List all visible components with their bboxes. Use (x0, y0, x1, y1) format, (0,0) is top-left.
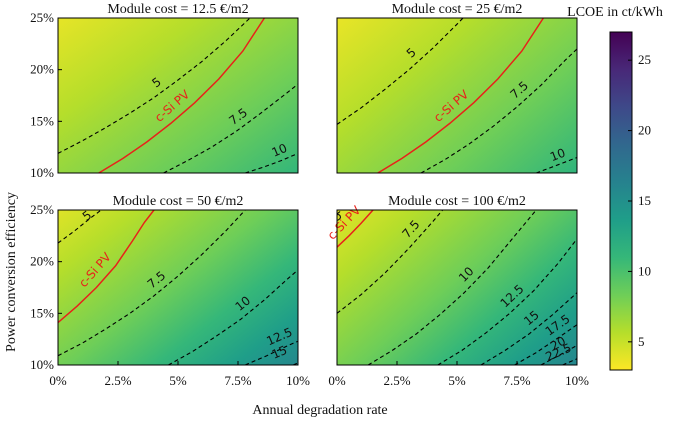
panel-title: Module cost = 100 €/m2 (388, 194, 526, 209)
x-tick-label: 10% (565, 373, 589, 388)
y-tick-label: 25% (30, 202, 54, 217)
y-tick-label: 20% (30, 254, 54, 269)
y-tick-label: 15% (30, 113, 54, 128)
x-tick-label: 7.5% (224, 373, 251, 388)
contour-line (337, 210, 343, 215)
c-si-pv-curve (58, 210, 155, 324)
colorbar-label: LCOE in ct/kWh (567, 5, 663, 20)
contour-line (245, 152, 298, 173)
contour-label: 20 (548, 334, 568, 354)
contour-line (420, 48, 577, 173)
x-tick-label: 10% (286, 373, 310, 388)
contour-line (536, 156, 577, 173)
lcoe-field (337, 210, 577, 365)
y-tick-label: 15% (30, 305, 54, 320)
contour-line (562, 358, 577, 365)
lcoe-field (58, 210, 298, 365)
c-si-pv-curve (377, 18, 545, 173)
contour-label: 10 (548, 146, 567, 165)
contour-line (437, 238, 577, 365)
y-tick-label: 20% (30, 62, 54, 77)
panel-title: Module cost = 50 €/m2 (113, 194, 244, 209)
panel-title: Module cost = 25 €/m2 (392, 2, 523, 17)
contour-line (168, 269, 298, 365)
x-tick-label: 0% (49, 373, 67, 388)
colorbar-tick-label: 15 (638, 193, 651, 208)
contour-line (58, 18, 251, 154)
contour-label: 5 (330, 208, 345, 224)
colorbar-tick-label: 25 (638, 52, 651, 67)
x-tick-label: 2.5% (383, 373, 410, 388)
x-axis-label: Annual degradation rate (252, 403, 387, 418)
y-tick-label: 25% (30, 10, 54, 25)
y-tick-label: 10% (30, 165, 54, 180)
x-tick-label: 5% (448, 373, 466, 388)
contour-line (58, 210, 246, 357)
x-tick-label: 7.5% (503, 373, 530, 388)
contour-line (58, 210, 102, 244)
x-tick-label: 0% (328, 373, 346, 388)
x-tick-label: 2.5% (104, 373, 131, 388)
c-si-pv-curve (98, 18, 266, 173)
contour-line (514, 324, 577, 365)
y-axis-label: Power conversion efficiency (4, 192, 19, 352)
contour-line (163, 83, 298, 173)
contour-label: 15 (270, 343, 290, 362)
contour-line (244, 340, 298, 365)
panel-frame (336, 17, 578, 174)
x-tick-label: 5% (169, 373, 187, 388)
panel-title: Module cost = 12.5 €/m2 (107, 2, 248, 17)
colorbar-tick-label: 10 (638, 263, 651, 278)
contour-label: 10 (270, 141, 290, 160)
contour-line (480, 292, 577, 365)
colorbar-tick-label: 20 (638, 123, 651, 138)
contour-line (337, 210, 444, 314)
lcoe-field (58, 18, 298, 173)
c-si-pv-curve (337, 210, 374, 248)
panel-frame (57, 17, 299, 174)
colorbar: 5 10 15 20 25 (609, 31, 651, 371)
y-tick-label: 10% (30, 357, 54, 372)
contour-line (337, 18, 464, 125)
colorbar-tick-label: 5 (638, 334, 645, 349)
contour-line (540, 344, 577, 365)
